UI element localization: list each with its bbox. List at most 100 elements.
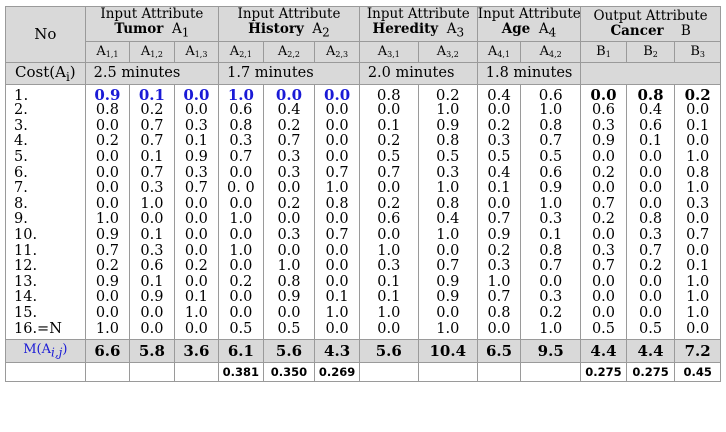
table-cell: 0.4 — [487, 164, 511, 181]
table-cell: 0.0 — [184, 227, 208, 244]
cost-row: Cost(Ai) 2.5 minutes 1.7 minutes 2.0 min… — [5, 61, 721, 85]
table-cell: 0.5 — [229, 320, 253, 337]
row-number: 8. — [14, 195, 28, 212]
weight-a31 — [358, 362, 419, 383]
m-label-text: M(A — [23, 342, 51, 358]
row-number: 11. — [14, 242, 38, 259]
attribute-table: No Input Attribute Tumor A1 Input Attrib… — [5, 6, 721, 383]
table-cell: 0.6 — [140, 258, 164, 275]
row-number-column: 1. 2. 3. 4. 5. 6. 7. 8. 9. 10. 11. 12. 13. 14. 15. 16.=… — [5, 83, 86, 341]
table-cell: 0.0 — [639, 289, 663, 306]
table-cell: 0.4 — [436, 211, 460, 228]
table-cell: 0.2 — [435, 85, 460, 104]
table-cell: 1.0 — [184, 305, 208, 321]
data-column-b2: 0.8 0.4 0.6 0.1 0.0 0.0 0.0 0.0 0.8 0.3 0.7 0.2 0.0 0… — [625, 83, 676, 341]
table-cell: 0.5 — [591, 320, 615, 337]
subheader-a31: A3,1 — [358, 40, 419, 63]
group-name: Tumor — [114, 21, 164, 37]
subheader-b2: B2 — [625, 40, 676, 63]
group-symbol: A — [172, 21, 182, 37]
table-cell: 0.3 — [229, 133, 253, 150]
m-value-a31: 5.6 — [358, 339, 419, 364]
table-cell: 0.0 — [95, 149, 119, 166]
data-column-a42: 0.6 1.0 0.8 0.7 0.5 0.6 0.9 1.0 0.3 0.1 0.8 0.7 0.0 0… — [520, 83, 582, 341]
table-cell: 0.2 — [229, 273, 253, 290]
group-header-row: No Input Attribute Tumor A1 Input Attrib… — [5, 6, 721, 63]
table-cell: 0.0 — [229, 195, 253, 212]
table-cell: 0.3 — [591, 117, 615, 134]
table-cell: 0.0 — [184, 102, 208, 119]
weight-row: 0.381 0.350 0.269 0.275 0.275 0.45 — [5, 362, 721, 383]
table-cell: 0.2 — [377, 133, 401, 150]
group-header-tumor: Input Attribute Tumor A1 — [84, 6, 220, 42]
row-number: 3. — [14, 117, 28, 134]
subheader-a11: A1,1 — [84, 40, 131, 63]
table-cell: 0.8 — [686, 164, 710, 181]
data-column-a41: 0.4 0.0 0.2 0.3 0.5 0.4 0.1 0.0 0.7 0.9 0.2 0.3 1.0 0… — [476, 83, 522, 341]
subheader-base: A — [229, 44, 240, 60]
table-cell: 0.0 — [325, 258, 349, 275]
table-cell: 0.1 — [686, 258, 710, 275]
subheader-sub: 4,1 — [497, 50, 511, 60]
data-column-a22: 0.0 0.4 0.2 0.7 0.3 0.3 0.0 0.2 0.0 0.3 0.0 1.0 0.8 0… — [262, 83, 316, 341]
table-cell: 0.1 — [487, 180, 511, 197]
attribute-table-wrapper: No Input Attribute Tumor A1 Input Attrib… — [5, 6, 721, 383]
table-cell: 0.0 — [184, 273, 208, 290]
table-cell: 0.7 — [95, 242, 119, 259]
table-cell: 0.9 — [539, 180, 563, 197]
group-top-label: Output Attribute — [593, 7, 708, 24]
table-cell: 1.0 — [377, 242, 401, 259]
table-cell: 0.0 — [140, 211, 164, 228]
row-number: 12. — [14, 258, 38, 275]
table-cell: 1.0 — [140, 195, 164, 212]
table-cell: 0.8 — [277, 273, 301, 290]
subheader-a21: A2,1 — [218, 40, 264, 63]
table-cell: 0.1 — [184, 289, 208, 306]
table-cell: 0.3 — [539, 289, 563, 306]
table-cell: 0.0 — [95, 117, 119, 134]
table-cell: 0.0 — [639, 195, 663, 212]
table-cell: 0.7 — [325, 227, 349, 244]
table-cell: 0.7 — [277, 133, 301, 150]
table-cell: 0.0 — [95, 180, 119, 197]
subheader-a23: A2,3 — [314, 40, 360, 63]
weight-a23: 0.269 — [314, 362, 360, 383]
table-cell: 0.0 — [591, 180, 615, 197]
group-top-label: Input Attribute — [100, 6, 204, 22]
table-cell: 0.5 — [639, 320, 663, 337]
table-cell: 0.9 — [95, 227, 119, 244]
group-symbol: A — [446, 21, 457, 37]
m-value-b3: 7.2 — [674, 339, 721, 364]
table-cell: 0.8 — [436, 133, 460, 150]
group-name: History — [248, 21, 304, 37]
cost-label: Cost(Ai) — [5, 61, 86, 85]
row-number: 16.=N — [14, 320, 62, 337]
data-column-a31: 0.8 0.0 0.1 0.2 0.5 0.7 0.0 0.2 0.6 0.0 1.0 0.3 0.1 0… — [358, 83, 419, 341]
m-value-a21: 6.1 — [218, 339, 264, 364]
subheader-base: A — [377, 44, 388, 60]
table-cell: 0.3 — [140, 242, 164, 259]
table-cell: 1.0 — [686, 149, 710, 166]
m-value-b1: 4.4 — [580, 339, 627, 364]
table-cell: 0.8 — [639, 211, 663, 228]
group-header-heredity: Input Attribute Heredity A3 — [358, 6, 478, 42]
cost-history: 1.7 minutes — [218, 61, 360, 85]
table-cell: 0.2 — [377, 195, 401, 212]
m-label-close: ) — [62, 342, 68, 358]
table-cell: 0.6 — [229, 102, 253, 119]
data-column-a32: 0.2 1.0 0.9 0.8 0.5 0.3 1.0 0.8 0.4 1.0 0.0 0.7 0.9 0… — [417, 83, 478, 341]
table-cell: 0.7 — [184, 180, 208, 197]
group-symbol-sub: 2 — [322, 25, 330, 40]
weight-a41 — [476, 362, 522, 383]
table-cell: 0.3 — [140, 180, 164, 197]
table-cell: 0.7 — [140, 164, 164, 181]
table-cell: 0.0 — [686, 133, 710, 150]
table-cell: 0.7 — [140, 133, 164, 150]
data-column-b1: 0.0 0.6 0.3 0.9 0.0 0.2 0.0 0.7 0.2 0.0 0.3 0.7 0.0 0… — [580, 83, 627, 341]
table-cell: 0.7 — [377, 164, 401, 181]
table-cell: 0.0 — [229, 164, 253, 181]
table-cell: 0.0 — [184, 242, 208, 259]
table-cell: 0.1 — [639, 133, 663, 150]
table-cell: 0.2 — [277, 195, 301, 212]
cost-label-close: ) — [69, 62, 76, 81]
